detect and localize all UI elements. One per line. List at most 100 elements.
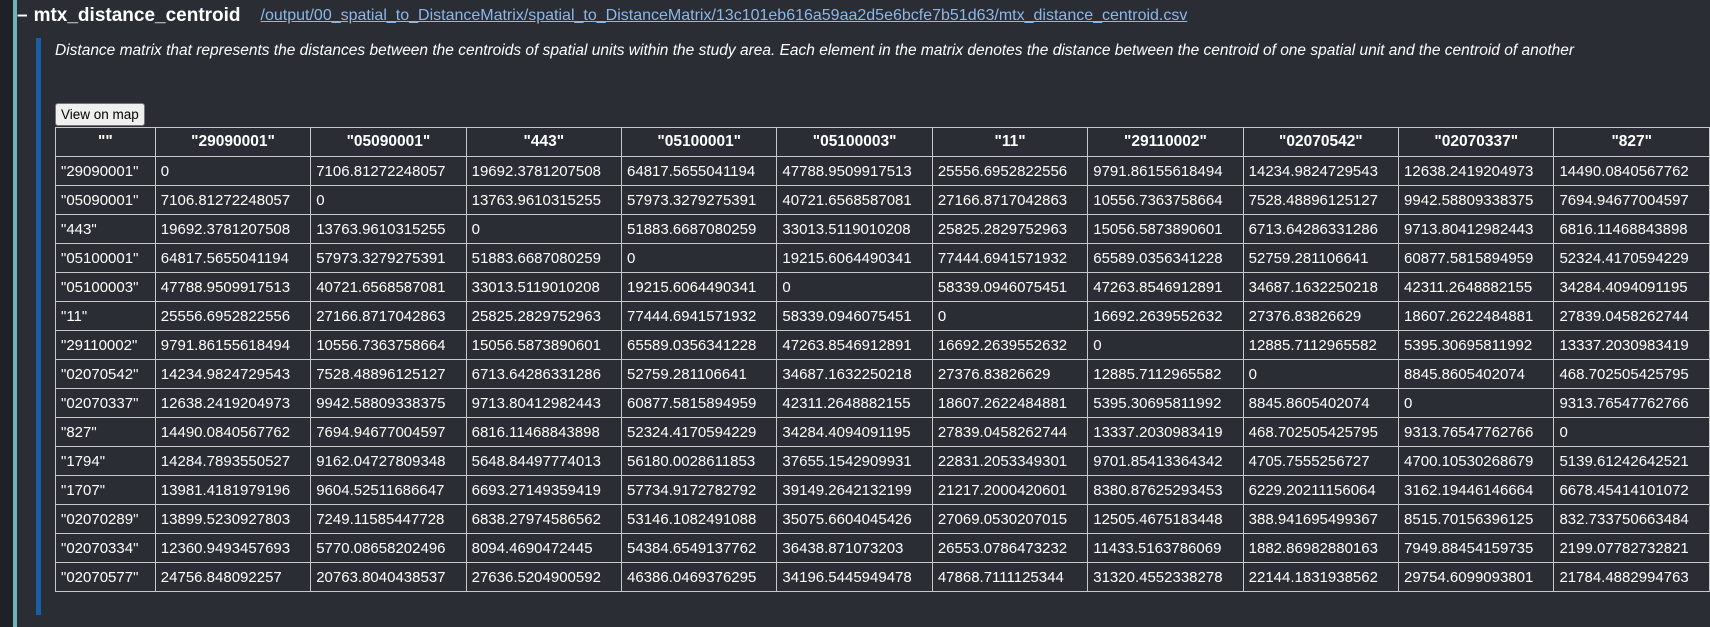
table-cell: 10556.7363758664 — [310, 330, 467, 360]
table-cell: 39149.2642132199 — [776, 475, 933, 505]
table-cell: 34687.1632250218 — [1242, 272, 1400, 302]
file-path-link[interactable]: /output/00_spatial_to_DistanceMatrix/spa… — [260, 7, 1188, 24]
table-cell: 25556.6952822556 — [931, 156, 1089, 186]
table-cell: 57734.9172782792 — [621, 475, 778, 505]
table-cell: 31320.4552338278 — [1087, 562, 1244, 592]
table-cell: 26553.0786473232 — [931, 533, 1089, 563]
table-cell: 37655.1542909931 — [776, 446, 933, 476]
table-cell: 12505.4675183448 — [1087, 504, 1244, 534]
table-cell: 21784.4882994763 — [1553, 562, 1710, 592]
table-cell: 47868.7111125344 — [931, 562, 1089, 592]
table-cell: 58339.0946075451 — [931, 272, 1089, 302]
table-cell: 7528.48896125127 — [310, 359, 467, 389]
table-cell: 34284.4094091195 — [1553, 272, 1710, 302]
view-on-map-button[interactable]: View on map — [55, 103, 145, 126]
table-cell: 27166.8717042863 — [310, 301, 467, 331]
table-cell: 51883.6687080259 — [621, 214, 778, 244]
table-cell: 19692.3781207508 — [465, 156, 623, 186]
table-row: "29090001" 0 7106.81272248057 19692.3781207… — [55, 156, 1710, 186]
table-cell: 33013.5119010208 — [776, 214, 933, 244]
table-cell: 13981.4181979196 — [154, 475, 312, 505]
table-row: "1794" 14284.7893550527 9162.04727809348 56… — [55, 446, 1710, 476]
table-cell: 5648.84497774013 — [465, 446, 623, 476]
table-cell: 65589.0356341228 — [621, 330, 778, 360]
table-cell: 8845.8605402074 — [1398, 359, 1555, 389]
table-cell: 13899.5230927803 — [154, 504, 312, 534]
table-cell: 7694.94677004597 — [310, 417, 467, 447]
table-cell: 35075.6604045426 — [776, 504, 933, 534]
table-cell: 27376.83826629 — [1242, 301, 1400, 331]
table-cell: 51883.6687080259 — [465, 243, 623, 273]
table-row: "29110002" 9791.86155618494 10556.73637586… — [55, 330, 1710, 360]
table-cell: 12885.7112965582 — [1087, 359, 1244, 389]
table-cell: 47263.8546912891 — [1087, 272, 1244, 302]
table-cell: 10556.7363758664 — [1087, 185, 1244, 215]
table-cell: 27376.83826629 — [931, 359, 1089, 389]
table-row: "11" 25556.6952822556 27166.8717042863 2582… — [55, 301, 1710, 331]
table-cell: 6838.27974586562 — [465, 504, 623, 534]
table-cell: 0 — [776, 272, 933, 302]
column-header: "29110002" — [1087, 127, 1244, 157]
table-cell: 0 — [931, 301, 1089, 331]
table-cell: 47788.9509917513 — [776, 156, 933, 186]
table-cell: 14490.0840567762 — [154, 417, 312, 447]
table-cell: 36438.871073203 — [776, 533, 933, 563]
table-cell: 388.941695499367 — [1242, 504, 1400, 534]
table-cell: 8094.4690472445 — [465, 533, 623, 563]
table-cell: 16692.2639552632 — [931, 330, 1089, 360]
table-cell: 18607.2622484881 — [1398, 301, 1555, 331]
collapse-toggle-icon[interactable]: – — [17, 5, 28, 26]
table-cell: 468.702505425795 — [1242, 417, 1400, 447]
table-cell: 52324.4170594229 — [621, 417, 778, 447]
table-cell: 64817.5655041194 — [621, 156, 778, 186]
table-cell: 22831.2053349301 — [931, 446, 1089, 476]
table-cell: 25556.6952822556 — [154, 301, 312, 331]
table-row: "05100003" 47788.9509917513 40721.65685870… — [55, 272, 1710, 302]
table-cell: 7106.81272248057 — [154, 185, 312, 215]
distance-matrix-table-container[interactable]: "" "29090001" "05090001" "443" "05100001" "05… — [55, 127, 1710, 619]
description-accent-bar — [36, 38, 41, 615]
table-cell: 0 — [1553, 417, 1710, 447]
table-cell: 27636.5204900592 — [465, 562, 623, 592]
table-cell: 9162.04727809348 — [310, 446, 467, 476]
table-cell: 0 — [1398, 388, 1555, 418]
table-cell: 1882.86982880163 — [1242, 533, 1400, 563]
table-cell: 27069.0530207015 — [931, 504, 1089, 534]
table-cell: 13337.2030983419 — [1553, 330, 1710, 360]
row-header-cell: "05090001" — [55, 185, 156, 215]
table-cell: 19215.6064490341 — [621, 272, 778, 302]
table-cell: 34687.1632250218 — [776, 359, 933, 389]
table-cell: 42311.2648882155 — [1398, 272, 1555, 302]
table-cell: 0 — [310, 185, 467, 215]
table-cell: 64817.5655041194 — [154, 243, 312, 273]
table-cell: 40721.6568587081 — [310, 272, 467, 302]
table-cell: 27839.0458262744 — [1553, 301, 1710, 331]
table-cell: 9713.80412982443 — [465, 388, 623, 418]
table-cell: 5395.30695811992 — [1087, 388, 1244, 418]
table-cell: 0 — [1242, 359, 1400, 389]
table-cell: 0 — [154, 156, 312, 186]
table-cell: 0 — [1087, 330, 1244, 360]
table-cell: 2199.07782732821 — [1553, 533, 1710, 563]
table-cell: 22144.1831938562 — [1242, 562, 1400, 592]
column-header: "02070542" — [1242, 127, 1400, 157]
table-cell: 7106.81272248057 — [310, 156, 467, 186]
table-cell: 58339.0946075451 — [776, 301, 933, 331]
table-cell: 25825.2829752963 — [931, 214, 1089, 244]
table-cell: 14490.0840567762 — [1553, 156, 1710, 186]
table-cell: 8380.87625293453 — [1087, 475, 1244, 505]
table-cell: 4700.10530268679 — [1398, 446, 1555, 476]
table-row: "1707" 13981.4181979196 9604.52511686647 66… — [55, 475, 1710, 505]
table-cell: 57973.3279275391 — [621, 185, 778, 215]
column-header: "827" — [1553, 127, 1710, 157]
table-cell: 9791.86155618494 — [154, 330, 312, 360]
table-cell: 9701.85413364342 — [1087, 446, 1244, 476]
column-header: "02070337" — [1398, 127, 1555, 157]
table-cell: 19692.3781207508 — [154, 214, 312, 244]
table-cell: 9942.58809338375 — [310, 388, 467, 418]
output-header: – mtx_distance_centroid /output/00_spati… — [17, 4, 1187, 28]
table-row: "02070542" 14234.9824729543 7528.488961251… — [55, 359, 1710, 389]
table-cell: 9942.58809338375 — [1398, 185, 1555, 215]
table-row: "05100001" 64817.5655041194 57973.32792753… — [55, 243, 1710, 273]
column-header: "05090001" — [310, 127, 467, 157]
